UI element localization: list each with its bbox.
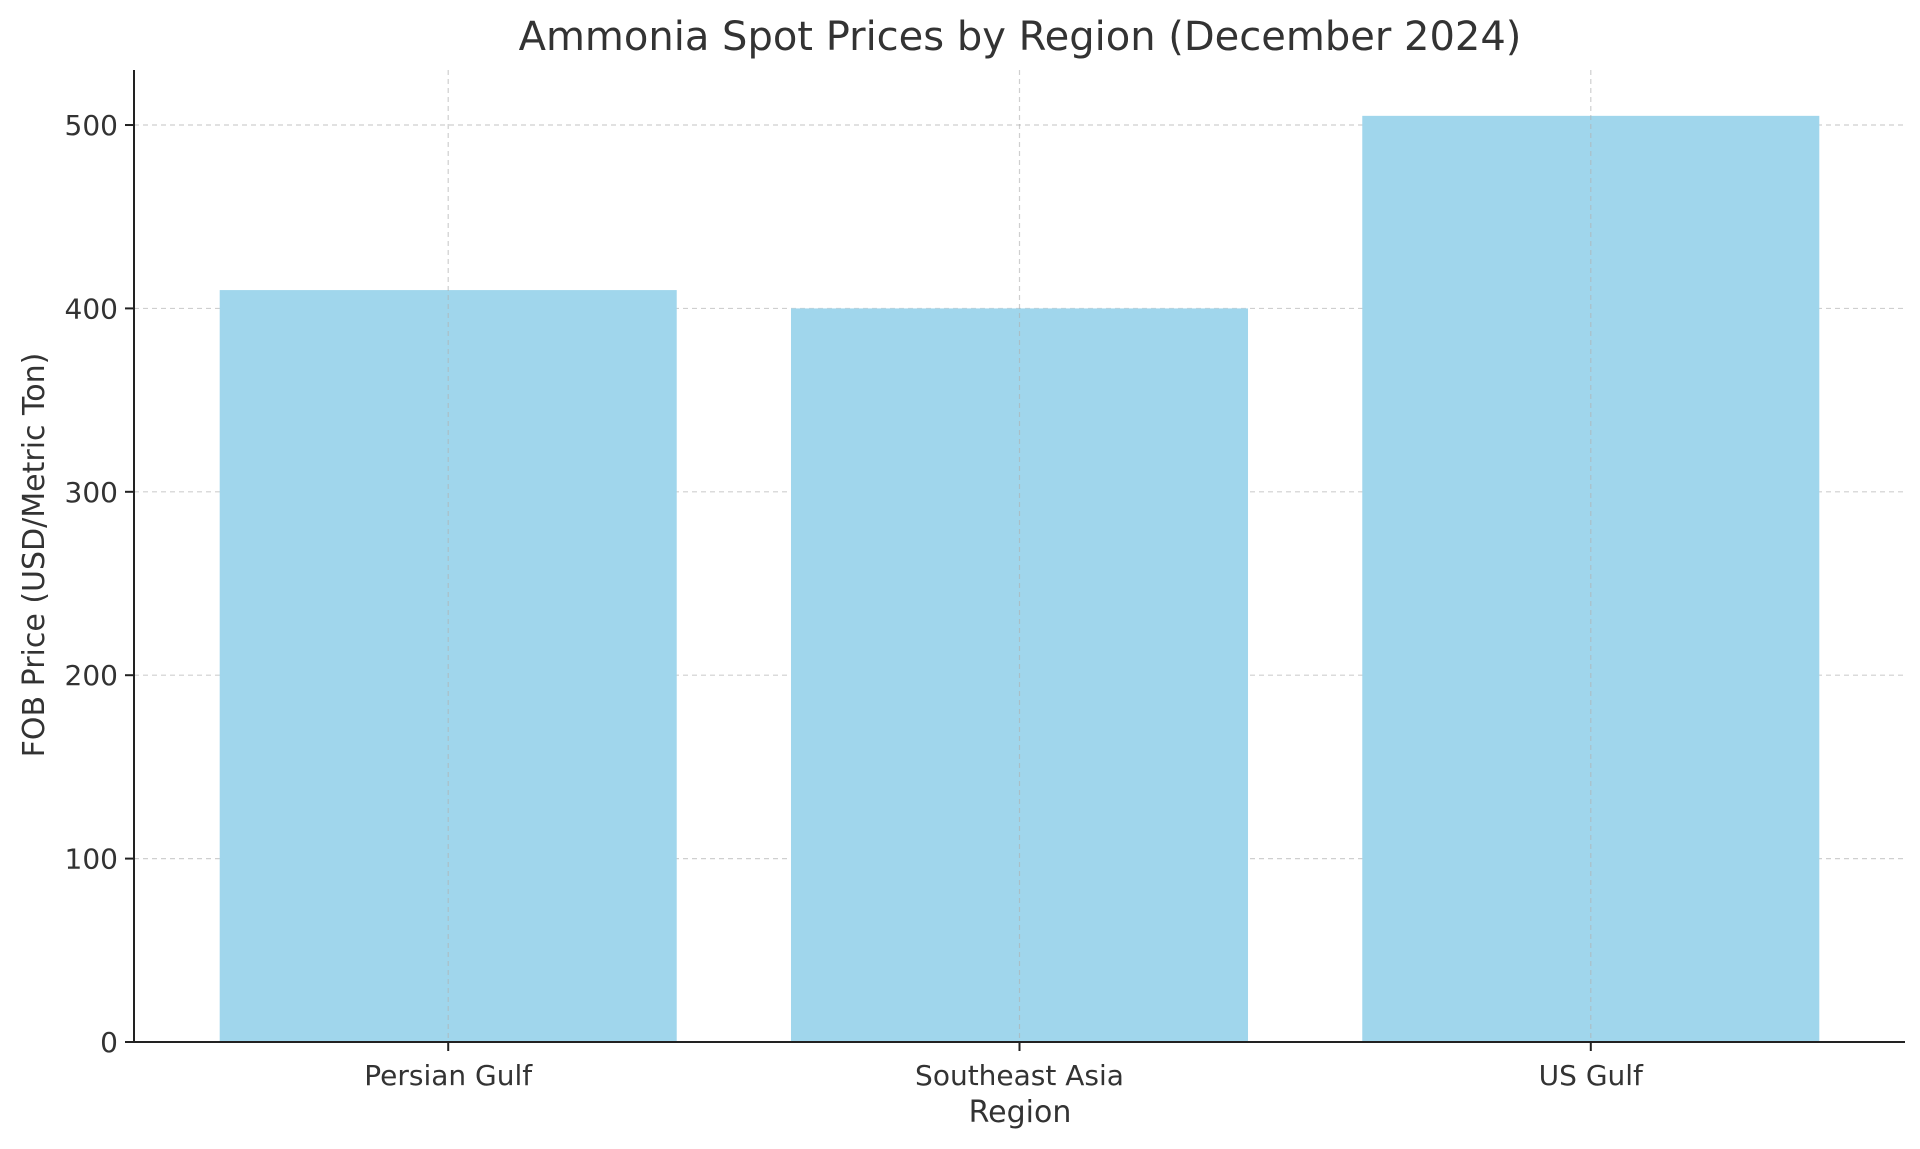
y-tick-label: 0 xyxy=(100,1026,118,1059)
y-tick-label: 100 xyxy=(65,843,118,876)
y-tick-label: 400 xyxy=(65,292,118,325)
y-tick-label: 300 xyxy=(65,476,118,509)
x-tick-label: Southeast Asia xyxy=(915,1059,1124,1092)
x-tick-label: Persian Gulf xyxy=(364,1059,533,1092)
x-tick-label: US Gulf xyxy=(1539,1059,1644,1092)
y-tick-label: 500 xyxy=(65,109,118,142)
y-tick-label: 200 xyxy=(65,659,118,692)
chart-title: Ammonia Spot Prices by Region (December … xyxy=(519,14,1522,60)
y-axis-label: FOB Price (USD/Metric Ton) xyxy=(17,353,52,758)
tick-layer: 0 100 200 300 400 500 Persian Gulf Southeast As… xyxy=(65,109,1645,1092)
x-grid-layer xyxy=(447,70,1592,1042)
x-axis-label: Region xyxy=(969,1095,1072,1130)
